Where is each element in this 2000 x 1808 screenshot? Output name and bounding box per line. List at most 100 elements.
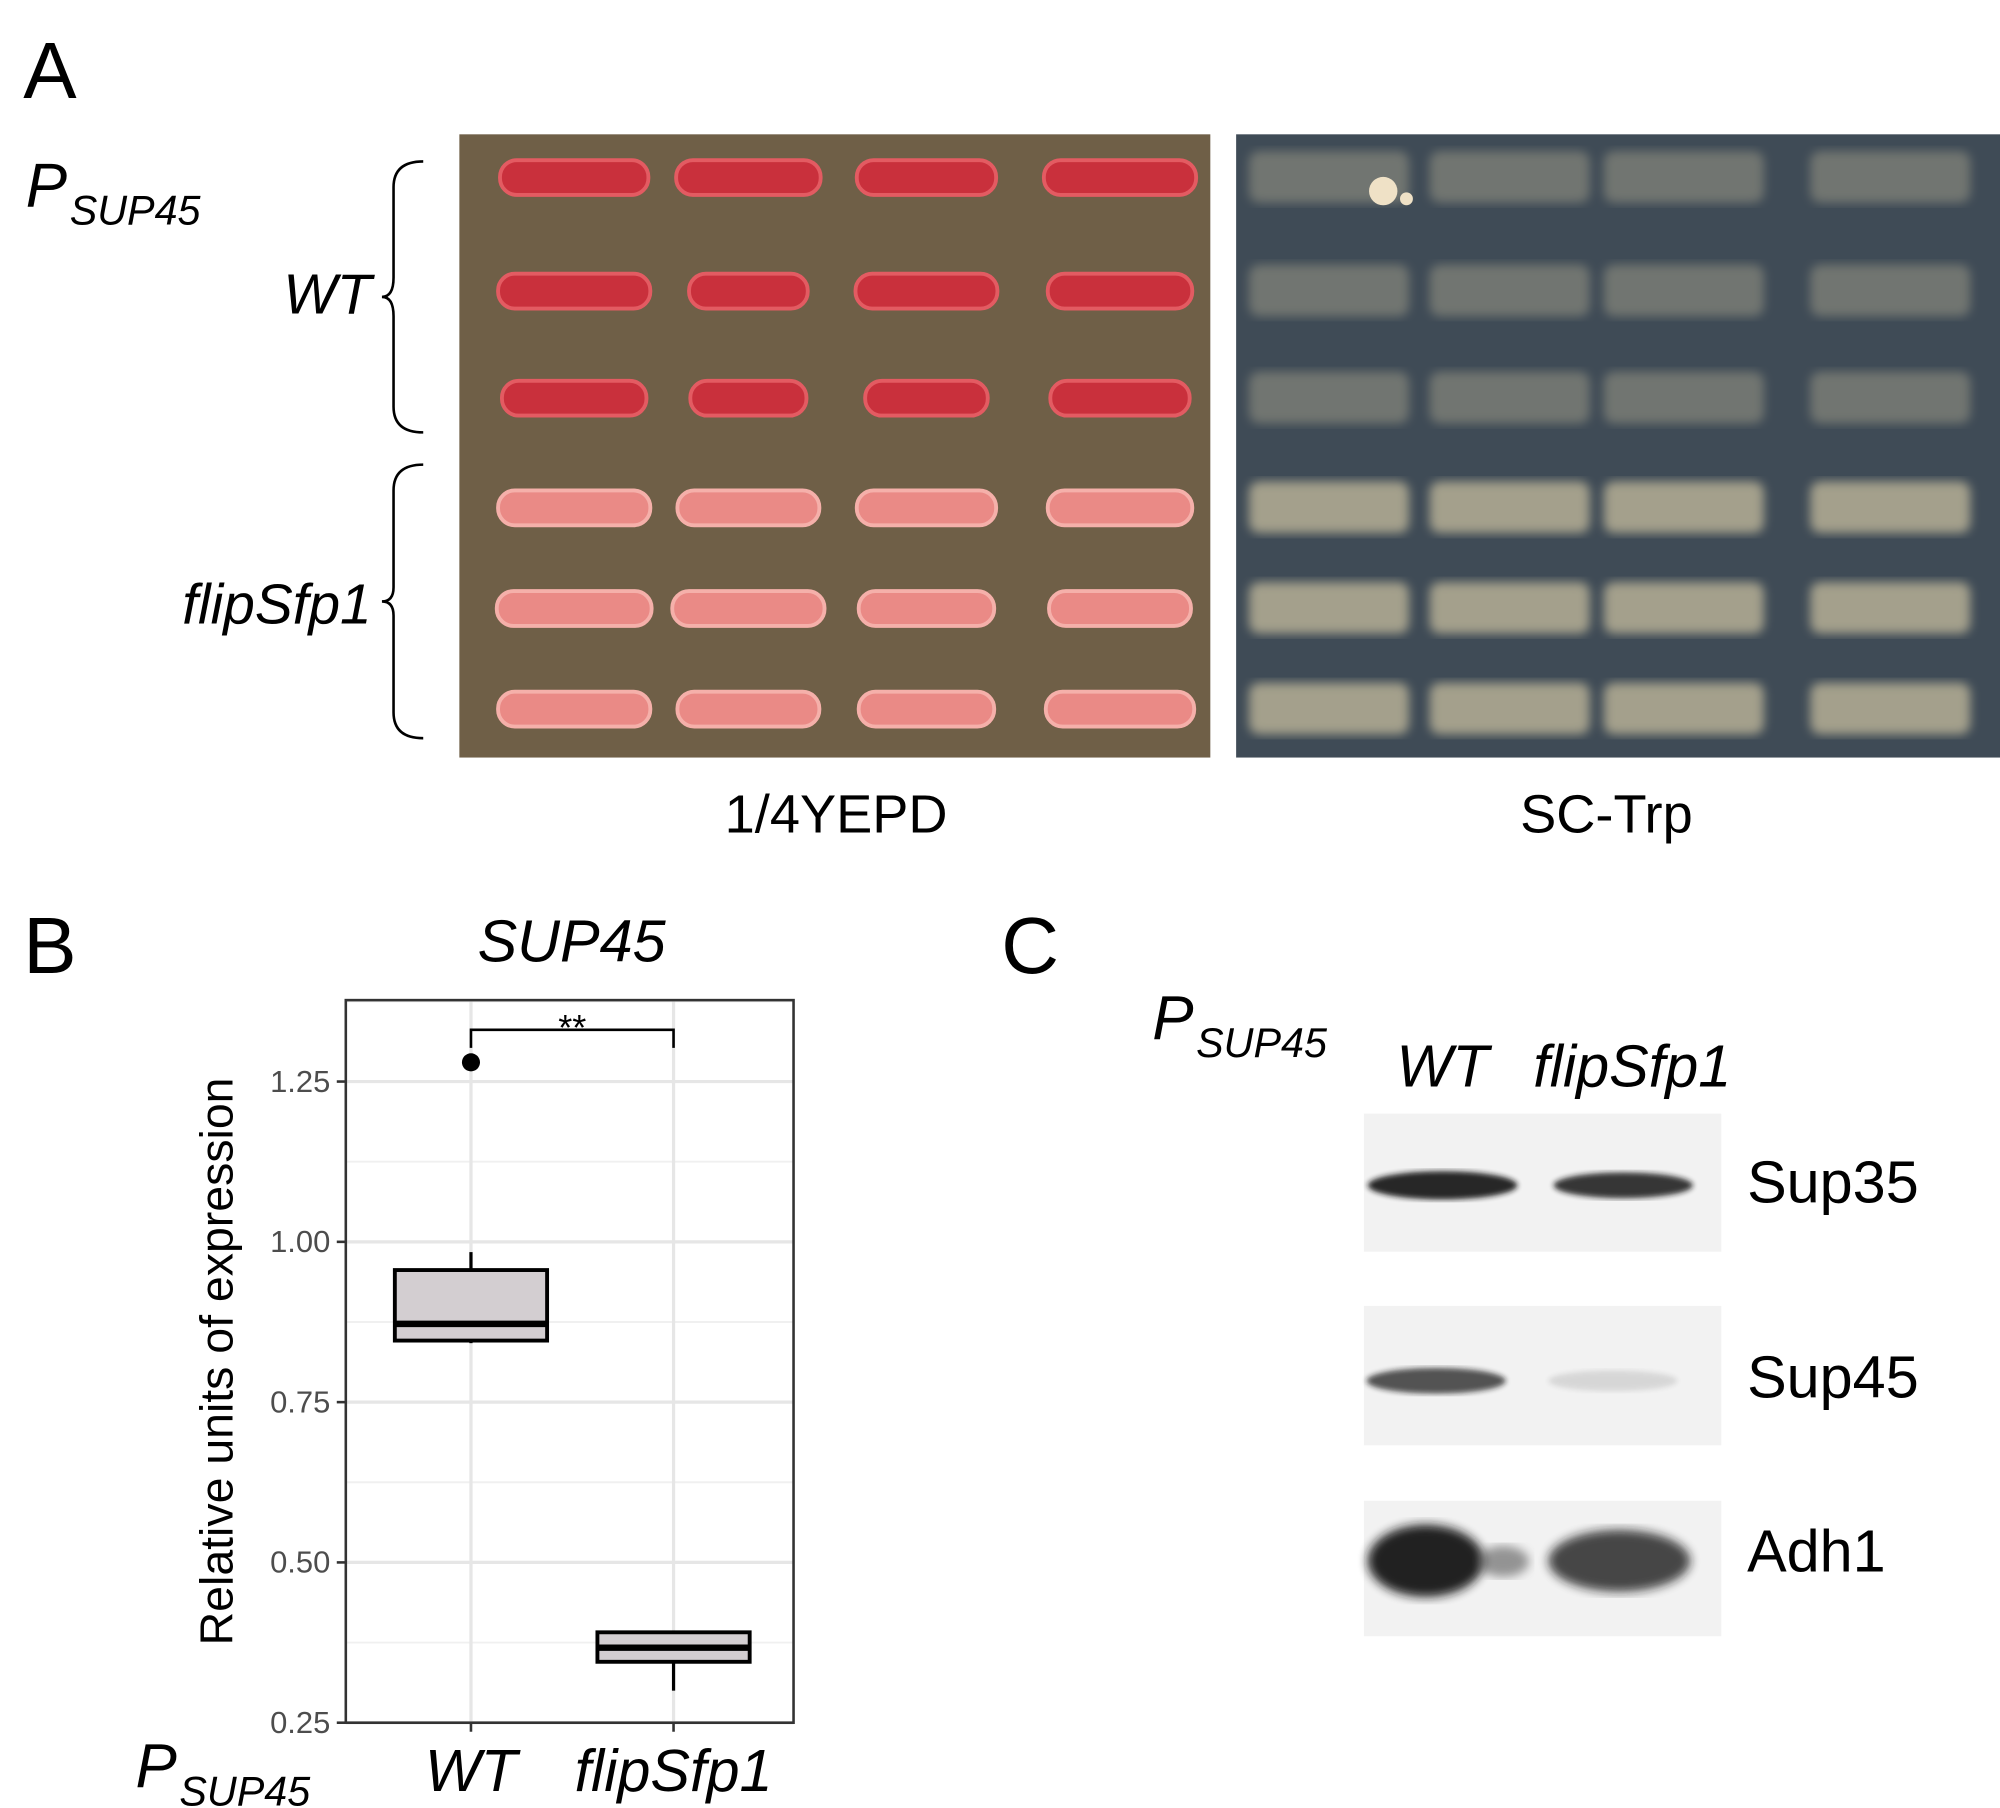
- medium-label: SC-Trp: [1520, 784, 1693, 844]
- bracket: [381, 463, 424, 740]
- streak: [1603, 582, 1764, 634]
- streak: [1429, 264, 1590, 317]
- streak: [1249, 264, 1410, 317]
- streak: [1603, 371, 1764, 424]
- blot-band: [1367, 1171, 1518, 1200]
- x-axis-label: PSUP45: [135, 1732, 311, 1808]
- streak: [1041, 158, 1199, 197]
- blot-band: [1553, 1172, 1693, 1199]
- streak: [1429, 151, 1590, 203]
- promoter-label: PSUP45: [26, 152, 202, 234]
- bracket: [381, 160, 424, 434]
- streak: [1810, 481, 1971, 534]
- streak: [1810, 682, 1971, 735]
- streak: [854, 488, 999, 528]
- blot-band: [1366, 1367, 1506, 1394]
- streak: [1249, 151, 1410, 203]
- promoter-subscript: SUP45: [70, 188, 202, 234]
- colony: [1369, 176, 1398, 206]
- streak: [1249, 682, 1410, 735]
- plate-photo: [459, 134, 1211, 758]
- blot-band: [1477, 1545, 1530, 1577]
- y-tick-label: 0.75: [270, 1384, 330, 1419]
- streak: [1249, 481, 1410, 534]
- x-axis-label-letter: P: [135, 1732, 176, 1801]
- lane-label: WT: [1396, 1033, 1492, 1100]
- streak: [498, 158, 651, 197]
- western-blot: [1363, 1113, 1722, 1637]
- strain-label: flipSfp1: [182, 573, 371, 636]
- outlier: [461, 1053, 480, 1072]
- promoter-letter: P: [1152, 984, 1193, 1053]
- y-tick-label: 1.25: [270, 1064, 330, 1099]
- streak: [1429, 481, 1590, 534]
- streaks: [494, 151, 1971, 735]
- streak: [687, 271, 810, 311]
- promoter-subscript: SUP45: [1196, 1020, 1328, 1066]
- significance-bracket: [469, 1028, 675, 1048]
- streak: [853, 271, 1000, 311]
- box: [392, 1268, 550, 1343]
- streak: [499, 378, 649, 418]
- streak: [496, 271, 653, 311]
- streak: [688, 378, 809, 418]
- panel-label: A: [23, 26, 77, 115]
- y-tick-label: 1.00: [270, 1224, 330, 1259]
- streak: [856, 689, 997, 729]
- panel-label: C: [1001, 901, 1059, 990]
- streak: [1429, 371, 1590, 424]
- medium-label: 1/4YEPD: [725, 784, 948, 844]
- streak: [1045, 271, 1195, 311]
- protein-label: Sup45: [1747, 1344, 1919, 1411]
- streak: [496, 689, 653, 729]
- plate-photo: [1236, 134, 2000, 758]
- streak: [675, 488, 822, 528]
- panel-label: B: [23, 901, 76, 990]
- streak: [1810, 264, 1971, 317]
- streak: [494, 589, 654, 628]
- y-tick-label: 0.50: [270, 1545, 330, 1580]
- streak: [496, 488, 653, 528]
- streak: [1603, 682, 1764, 735]
- streak: [675, 689, 822, 729]
- streak: [1810, 151, 1971, 203]
- streak: [1603, 151, 1764, 203]
- x-axis-label-subscript: SUP45: [179, 1768, 311, 1808]
- streak: [1429, 682, 1590, 735]
- plot-background: [345, 1000, 794, 1723]
- promoter-label: PSUP45: [1152, 984, 1328, 1066]
- lane-label: flipSfp1: [1533, 1033, 1731, 1100]
- streak: [854, 158, 999, 197]
- streak: [1045, 488, 1195, 528]
- streak: [856, 589, 997, 628]
- colony: [1400, 192, 1413, 206]
- x-tick-label: WT: [425, 1737, 521, 1804]
- protein-label: Adh1: [1747, 1518, 1886, 1585]
- streak: [1048, 378, 1192, 418]
- streak: [1603, 481, 1764, 534]
- streak: [1047, 589, 1193, 628]
- protein-label: Sup35: [1747, 1149, 1919, 1216]
- plot: 0.25 0.50 0.75 1.00 1.25 WT flipSfp1 **: [270, 998, 795, 1804]
- y-axis-label: Relative units of expression: [190, 1077, 242, 1645]
- blot-band: [1548, 1370, 1678, 1392]
- x-tick-label: flipSfp1: [575, 1737, 773, 1804]
- streak: [1043, 689, 1197, 729]
- streak: [1429, 582, 1590, 634]
- streak: [674, 158, 823, 197]
- promoter-letter: P: [26, 152, 67, 221]
- streak: [1810, 582, 1971, 634]
- y-tick-label: 0.25: [270, 1705, 330, 1740]
- plot-border: [344, 998, 795, 1724]
- streak: [1249, 582, 1410, 634]
- streak: [1249, 371, 1410, 424]
- blot-band: [1367, 1524, 1484, 1597]
- chart-title: SUP45: [478, 907, 667, 974]
- streak: [1603, 264, 1764, 317]
- blot-band: [1548, 1529, 1691, 1592]
- streak: [863, 378, 990, 418]
- significance-label: **: [558, 1007, 586, 1048]
- strain-label: WT: [283, 264, 376, 327]
- streak: [1810, 371, 1971, 424]
